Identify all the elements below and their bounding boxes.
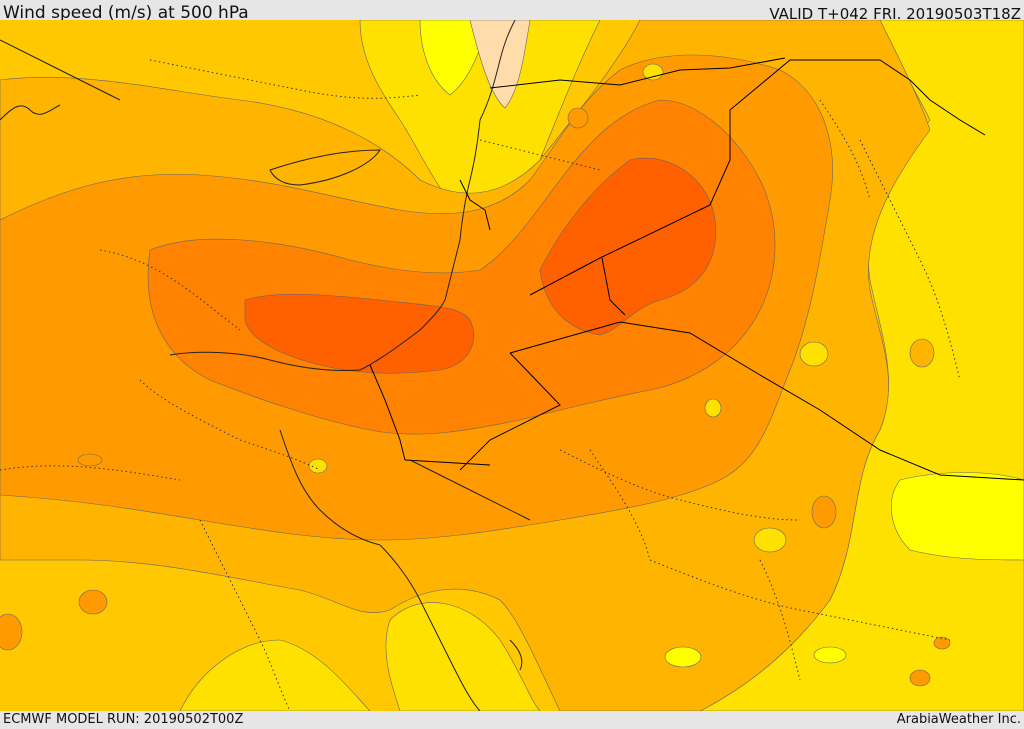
patch-3 <box>0 613 23 651</box>
patch-10 <box>933 636 951 650</box>
coastlines <box>0 20 531 711</box>
patch-15 <box>704 398 722 418</box>
field-yellow-southwest <box>179 639 371 711</box>
map-footer: ECMWF MODEL RUN: 20190502T00Z ArabiaWeat… <box>0 711 1024 729</box>
patch-14 <box>308 458 328 474</box>
patch-8 <box>664 646 702 668</box>
patch-4 <box>909 338 935 368</box>
patch-1 <box>77 453 103 467</box>
patch-12 <box>642 63 664 81</box>
field-red-core-west <box>244 293 475 374</box>
model-run-label: ECMWF MODEL RUN: 20190502T00Z <box>3 712 244 727</box>
patch-13 <box>567 107 589 129</box>
credit-label: ArabiaWeather Inc. <box>896 712 1021 727</box>
patch-5 <box>799 341 829 367</box>
patch-6 <box>811 495 837 529</box>
field-red-core-east <box>539 157 717 336</box>
map-header: Wind speed (m/s) at 500 hPa VALID T+042 … <box>0 0 1024 23</box>
province-lines <box>0 59 961 711</box>
field-yellow-south <box>385 602 541 711</box>
patch-7 <box>753 527 787 553</box>
valid-time: VALID T+042 FRI. 20190503T18Z <box>769 5 1021 23</box>
field-lightyellow-east <box>890 472 1024 561</box>
map-canvas <box>0 20 1024 711</box>
patch-11 <box>813 646 847 664</box>
wind-speed-map <box>0 20 1024 711</box>
map-title: Wind speed (m/s) at 500 hPa <box>3 3 249 23</box>
borders <box>369 57 1024 481</box>
patch-2 <box>78 589 108 615</box>
field-tan <box>469 20 531 109</box>
patch-9 <box>909 669 931 687</box>
